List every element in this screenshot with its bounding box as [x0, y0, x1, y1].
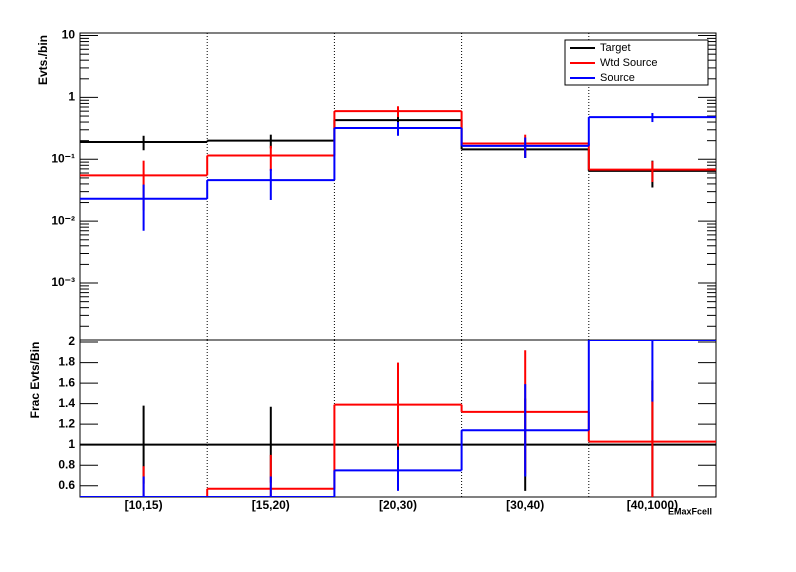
legend-label: Target — [600, 42, 631, 54]
plot-area — [80, 106, 716, 231]
y-tick-label: 1.2 — [58, 416, 75, 430]
y-axis-label: Evts./bin — [36, 35, 50, 85]
y-tick-label: 2 — [68, 334, 75, 348]
legend-label: Source — [600, 72, 635, 84]
y-tick-label: 10⁻¹ — [51, 151, 75, 165]
x-axis-label: EMaxFcell — [668, 506, 712, 516]
x-tick-label: [30,40) — [506, 498, 544, 512]
x-tick-label: [40,1000) — [627, 498, 678, 512]
y-tick-label: 1.6 — [58, 375, 75, 389]
y-tick-label: 1.4 — [58, 396, 75, 410]
y-tick-label: 0.8 — [58, 457, 75, 471]
y-tick-label: 10⁻² — [51, 213, 75, 227]
legend-label: Wtd Source — [600, 57, 657, 69]
y-tick-label: 1 — [68, 90, 75, 104]
x-tick-label: [10,15) — [125, 498, 163, 512]
y-tick-label: 10⁻³ — [51, 275, 75, 289]
y-tick-label: 0.6 — [58, 478, 75, 492]
y-tick-label: 1.8 — [58, 355, 75, 369]
plot-area — [80, 340, 716, 497]
plot-frame — [79, 339, 717, 498]
x-tick-label: [15,20) — [252, 498, 290, 512]
x-tick-label: [20,30) — [379, 498, 417, 512]
y-tick-label: 10 — [62, 28, 76, 42]
y-tick-label: 1 — [68, 437, 75, 451]
y-axis-label: Frac Evts/Bin — [28, 342, 42, 419]
